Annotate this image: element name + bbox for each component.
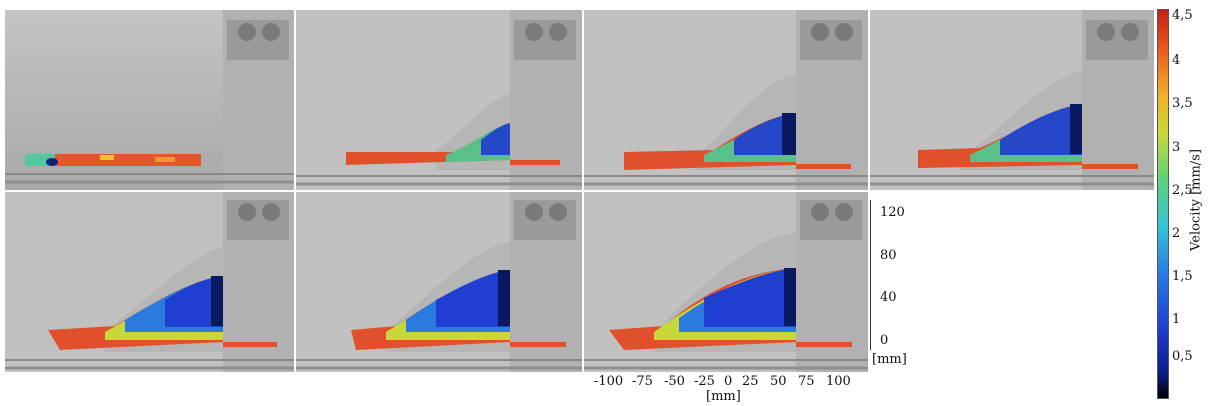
colorbar-tick-2: 2 (1172, 226, 1181, 241)
piv-panel-1 (5, 10, 294, 190)
x-tick-label-75: 75 (798, 374, 815, 389)
y-tick-label-0: 0 (880, 333, 889, 348)
colorbar-tick-3: 3 (1172, 140, 1181, 155)
piv-frame-1 (5, 10, 294, 190)
velocity-colorbar (1157, 9, 1169, 399)
x-tick-label-25: 25 (742, 374, 759, 389)
x-tick-label-50: 50 (770, 374, 787, 389)
piv-frame-4 (870, 10, 1154, 190)
piv-frame-5 (5, 192, 294, 372)
piv-panel-5 (5, 192, 294, 372)
y-tick-label-80: 80 (880, 248, 897, 263)
piv-panel-7 (584, 192, 868, 372)
piv-panel-4 (870, 10, 1154, 190)
x-tick-label--100: -100 (594, 374, 624, 389)
y-tick-label-120: 120 (880, 205, 905, 220)
piv-frame-3 (584, 10, 868, 190)
colorbar-tick-2-5: 2,5 (1172, 183, 1193, 198)
y-axis-unit: [mm] (872, 352, 907, 367)
y-axis-line (870, 200, 871, 350)
x-tick-label--25: -25 (694, 374, 715, 389)
colorbar-tick-1: 1 (1172, 312, 1181, 327)
colorbar-tick-4-5: 4,5 (1172, 8, 1193, 23)
colorbar-tick-4: 4 (1172, 53, 1181, 68)
x-tick-label--75: -75 (632, 374, 653, 389)
colorbar-title: Velocity [mm/s] (1188, 149, 1204, 251)
colorbar-tick-1-5: 1,5 (1172, 269, 1193, 284)
x-tick-label-100: 100 (826, 374, 851, 389)
piv-panel-2 (296, 10, 582, 190)
piv-frame-2 (296, 10, 582, 190)
x-axis-unit: [mm] (706, 389, 741, 404)
y-tick-label-40: 40 (880, 290, 897, 305)
x-tick-label-0: 0 (724, 374, 733, 389)
x-tick-label--50: -50 (664, 374, 685, 389)
piv-panel-6 (296, 192, 582, 372)
piv-frame-6 (296, 192, 582, 372)
piv-frame-7 (584, 192, 868, 372)
piv-panel-3 (584, 10, 868, 190)
colorbar-tick-0-5: 0,5 (1172, 349, 1193, 364)
colorbar-tick-3-5: 3,5 (1172, 96, 1193, 111)
